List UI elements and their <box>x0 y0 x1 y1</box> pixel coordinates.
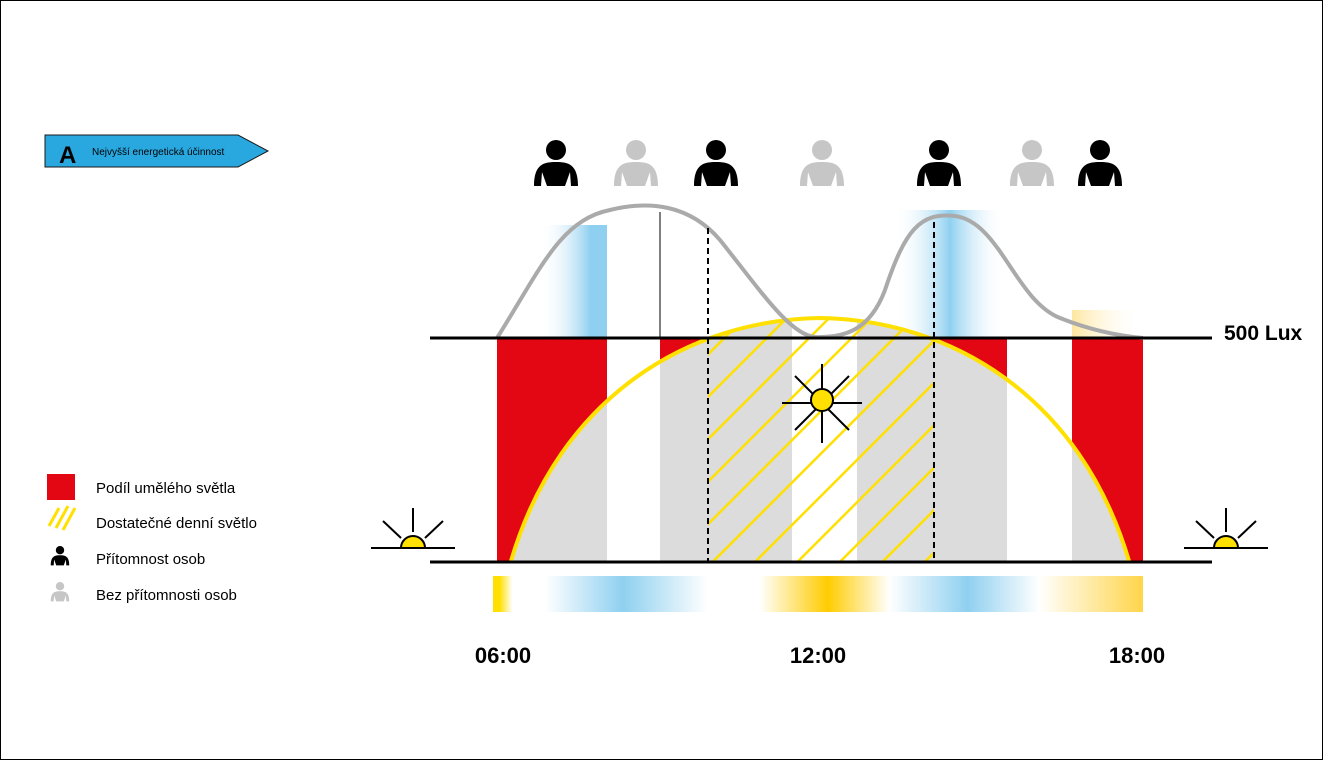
sunset-icon <box>1184 508 1268 549</box>
legend-artificial-label: Podíl umělého světla <box>96 480 236 497</box>
person-icon-absent <box>1010 140 1054 186</box>
energy-class-arrow <box>44 134 270 168</box>
legend-daylight-swatch <box>47 505 77 531</box>
legend-daylight-label: Dostatečné denní světlo <box>96 515 257 532</box>
person-icon-present <box>917 140 961 186</box>
person-icon-present <box>694 140 738 186</box>
time-label-0600: 06:00 <box>475 643 531 668</box>
legend-present-icon <box>50 546 70 566</box>
daylight-time-bar <box>493 576 1143 612</box>
presence-blue-band-2 <box>895 210 1005 338</box>
legend-absent-icon <box>50 582 70 602</box>
legend: Podíl umělého světla Dostatečné denní sv… <box>47 474 257 604</box>
person-icon <box>50 546 70 566</box>
energy-class-badge: A Nejvyšší energetická účinnost <box>44 134 270 169</box>
legend-absent-label: Bez přítomnosti osob <box>96 587 237 604</box>
presence-curve <box>495 203 1144 340</box>
energy-class-letter: A <box>59 142 76 169</box>
time-label-1800: 18:00 <box>1109 643 1165 668</box>
energy-class-text: Nejvyšší energetická účinnost <box>92 147 225 158</box>
person-icon-present <box>1078 140 1122 186</box>
person-icon-absent <box>614 140 658 186</box>
person-icon-absent <box>800 140 844 186</box>
legend-present-label: Přítomnost osob <box>96 551 205 568</box>
time-label-1200: 12:00 <box>790 643 846 668</box>
legend-artificial-swatch <box>47 474 75 500</box>
sunrise-icon <box>371 508 455 549</box>
presence-blue-band-1 <box>540 225 607 338</box>
lux-label: 500 Lux <box>1224 322 1303 345</box>
person-icon-present <box>534 140 578 186</box>
person-icon <box>50 582 70 602</box>
occupancy-row <box>534 140 1122 186</box>
daylight-dome-outline <box>509 315 1131 562</box>
sun-icon <box>782 364 862 443</box>
